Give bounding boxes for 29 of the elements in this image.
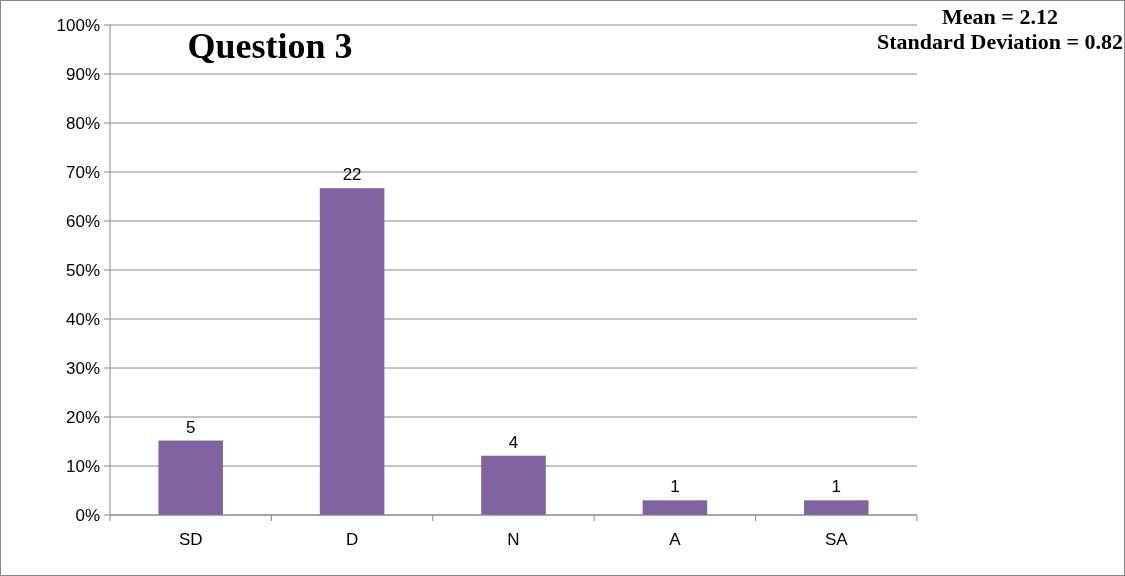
annotation: 1 [670,477,680,497]
y-tick-label: 60% [65,211,100,231]
y-tick-label: 40% [65,309,100,329]
bar [319,188,385,515]
y-tick-label: 10% [65,456,100,476]
y-tick-label: 0% [75,505,100,525]
x-tick-label: D [345,530,359,549]
chart-title: Question 3 [187,26,353,66]
x-tick-label: A [669,530,682,549]
bar [642,500,708,515]
bar [481,455,546,515]
bar [804,500,869,515]
y-tick-label: 20% [65,407,100,427]
x-tick-label: N [507,530,520,549]
bar [158,440,223,515]
y-tick-label: 50% [65,260,100,280]
x-tick-label: SA [824,530,849,549]
y-tick-label: 90% [65,64,100,84]
annotation: 1 [831,477,842,497]
text: Mean = 2.12 [942,4,1058,29]
annotation: 5 [185,417,196,437]
annotation: 4 [508,432,519,452]
x-tick-label: SD [178,530,203,549]
annotation: 22 [342,165,362,185]
y-tick-label: 80% [65,113,100,133]
y-tick-label: 70% [65,162,100,182]
annotation: Standard Deviation = 0.82 [876,29,1124,54]
y-tick-label: 100% [56,15,100,35]
y-tick-label: 30% [65,358,100,378]
